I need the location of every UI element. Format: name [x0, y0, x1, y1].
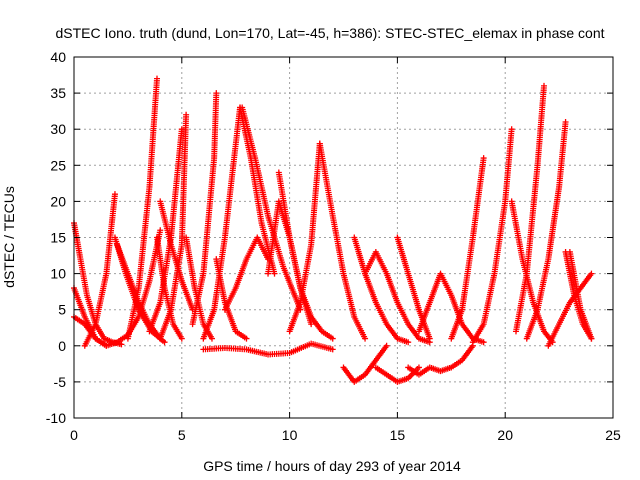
y-axis-label: dSTEC / TECUs	[1, 186, 17, 288]
y-tick-label: 0	[58, 338, 66, 354]
data-point	[213, 90, 220, 97]
data-point	[383, 342, 390, 349]
x-tick-label: 20	[497, 427, 513, 443]
y-tick-label: -5	[54, 374, 67, 390]
y-tick-label: 25	[50, 157, 66, 173]
data-point	[480, 339, 487, 346]
data-series	[316, 140, 369, 342]
x-axis-label: GPS time / hours of day 293 of year 2014	[203, 458, 461, 474]
chart-title: dSTEC Iono. truth (dund, Lon=170, Lat=-4…	[55, 25, 604, 41]
data-point	[562, 118, 569, 125]
data-point	[265, 256, 272, 263]
data-point	[154, 75, 161, 82]
data-point	[588, 335, 595, 342]
data-point	[329, 346, 336, 353]
data-series	[362, 248, 433, 346]
data-series	[448, 155, 487, 342]
data-series	[221, 234, 272, 313]
data-point	[271, 270, 278, 277]
data-point	[178, 335, 185, 342]
data-series	[124, 75, 161, 342]
data-series	[469, 126, 515, 346]
data-series	[114, 241, 164, 342]
x-tick-label: 15	[390, 427, 406, 443]
data-point	[161, 339, 168, 346]
y-tick-label: 30	[50, 121, 66, 137]
data-point	[508, 126, 515, 133]
data-series	[200, 104, 244, 342]
data-series	[189, 90, 220, 328]
y-tick-label: -10	[46, 410, 66, 426]
data-point	[103, 342, 110, 349]
data-point	[178, 126, 185, 133]
y-tick-label: 5	[58, 302, 66, 318]
data-point	[111, 191, 118, 198]
data-series	[275, 169, 336, 342]
data-series	[405, 342, 476, 378]
data-series	[415, 270, 487, 346]
x-tick-label: 5	[178, 427, 186, 443]
y-tick-label: 40	[50, 49, 66, 65]
data-point	[362, 335, 369, 342]
y-tick-label: 10	[50, 266, 66, 282]
data-series	[81, 191, 118, 349]
data-point	[157, 335, 164, 342]
data-series	[523, 118, 569, 342]
y-tick-label: 20	[50, 193, 66, 209]
data-point	[208, 335, 215, 342]
data-point	[329, 335, 336, 342]
x-tick-label: 25	[605, 427, 621, 443]
data-series	[200, 340, 336, 358]
data-series	[340, 342, 390, 385]
x-axis-ticks: 0 5 10 15 20 25	[70, 57, 621, 443]
y-tick-label: 15	[50, 230, 66, 246]
data-point	[118, 341, 125, 348]
data-series	[157, 198, 196, 313]
data-point	[588, 270, 595, 277]
data-point	[308, 321, 315, 328]
data-point	[415, 364, 422, 371]
data-series	[512, 82, 548, 335]
data-point	[157, 227, 164, 234]
y-tick-label: 35	[50, 85, 66, 101]
data-point	[480, 155, 487, 162]
y-axis-ticks: -10 -5 0 5 10 15 20 25 30 35 40	[46, 49, 613, 426]
data-point	[243, 335, 250, 342]
x-tick-label: 10	[282, 427, 298, 443]
data-point	[426, 335, 433, 342]
data-point	[189, 306, 196, 313]
x-tick-label: 0	[70, 427, 78, 443]
data-series	[146, 126, 185, 335]
data-point	[405, 339, 412, 346]
data-point	[541, 82, 548, 89]
data-point	[183, 111, 190, 118]
data-marks	[71, 75, 595, 385]
data-series	[566, 248, 595, 342]
